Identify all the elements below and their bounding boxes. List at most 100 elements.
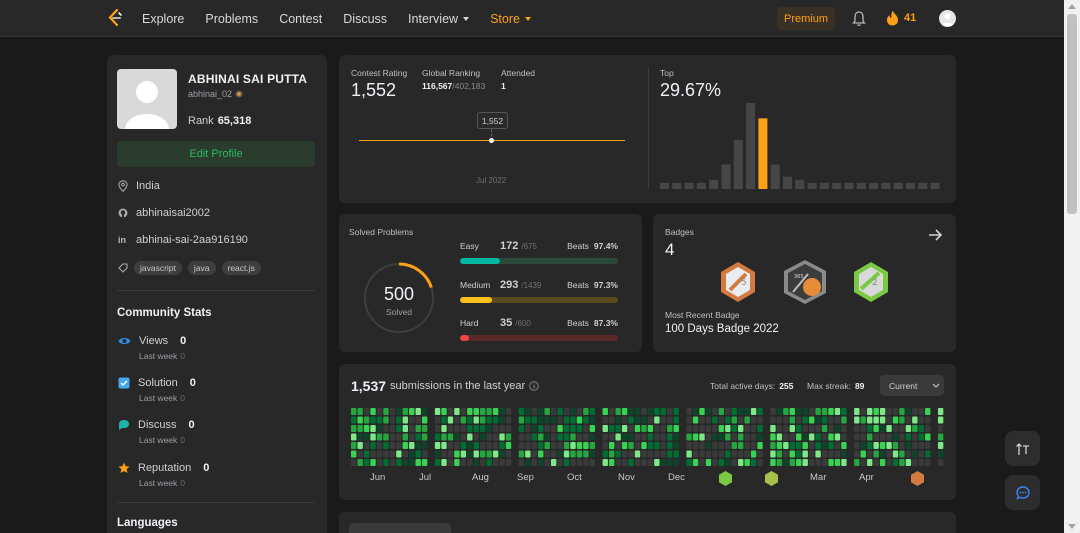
- heatmap-cell[interactable]: [828, 442, 834, 449]
- heatmap-cell[interactable]: [557, 408, 563, 415]
- heatmap-cell[interactable]: [525, 425, 531, 432]
- heatmap-cell[interactable]: [621, 450, 628, 458]
- heatmap-cell[interactable]: [873, 416, 879, 424]
- heatmap-cell[interactable]: [589, 450, 596, 458]
- heatmap-cell[interactable]: [486, 425, 492, 432]
- heatmap-cell[interactable]: [712, 459, 718, 466]
- heatmap-cell[interactable]: [615, 408, 621, 415]
- heatmap-cell[interactable]: [841, 416, 847, 424]
- heatmap-cell[interactable]: [841, 425, 847, 432]
- heatmap-cell[interactable]: [667, 425, 673, 432]
- heatmap-cell[interactable]: [486, 416, 492, 424]
- heatmap-cell[interactable]: [357, 442, 363, 449]
- heatmap-cell[interactable]: [467, 425, 473, 432]
- heatmap-cell[interactable]: [609, 425, 615, 432]
- heatmap-cell[interactable]: [796, 459, 802, 466]
- heatmap-cell[interactable]: [628, 425, 634, 432]
- heatmap-cell[interactable]: [531, 442, 537, 449]
- heatmap-cell[interactable]: [570, 459, 576, 466]
- heatmap-cell[interactable]: [860, 459, 866, 466]
- heatmap-cell[interactable]: [744, 433, 750, 441]
- heatmap-cell[interactable]: [447, 408, 454, 415]
- heatmap-cell[interactable]: [518, 442, 525, 449]
- heatmap-cell[interactable]: [434, 459, 441, 466]
- heatmap-cell[interactable]: [409, 416, 415, 424]
- heatmap-cell[interactable]: [925, 416, 931, 424]
- heatmap-cell[interactable]: [744, 442, 750, 449]
- heatmap-cell[interactable]: [589, 442, 596, 449]
- heatmap-cell[interactable]: [370, 433, 376, 441]
- heatmap-cell[interactable]: [609, 408, 615, 415]
- heatmap-cell[interactable]: [789, 450, 795, 458]
- heatmap-cell[interactable]: [770, 450, 776, 458]
- heatmap-cell[interactable]: [370, 416, 376, 424]
- heatmap-cell[interactable]: [421, 416, 428, 424]
- heatmap-cell[interactable]: [828, 408, 834, 415]
- heatmap-cell[interactable]: [473, 433, 479, 441]
- heatmap-cell[interactable]: [538, 425, 544, 432]
- heatmap-cell[interactable]: [937, 459, 944, 466]
- heatmap-cell[interactable]: [602, 425, 608, 432]
- heatmap-cell[interactable]: [383, 442, 389, 449]
- heatmap-cell[interactable]: [550, 425, 557, 432]
- badge-icon[interactable]: 2: [852, 261, 890, 303]
- heatmap-cell[interactable]: [912, 425, 918, 432]
- heatmap-cell[interactable]: [505, 442, 512, 449]
- nav-problems-link[interactable]: Problems: [205, 11, 259, 26]
- heatmap-cell[interactable]: [544, 425, 550, 432]
- translate-button[interactable]: [1005, 431, 1040, 466]
- heatmap-cell[interactable]: [641, 433, 647, 441]
- heatmap-cell[interactable]: [692, 408, 699, 415]
- heatmap-cell[interactable]: [602, 442, 608, 449]
- heatmap-cell[interactable]: [467, 416, 473, 424]
- heatmap-cell[interactable]: [867, 459, 873, 466]
- heatmap-cell[interactable]: [892, 450, 899, 458]
- heatmap-cell[interactable]: [867, 416, 873, 424]
- heatmap-cell[interactable]: [725, 408, 731, 415]
- heatmap-cell[interactable]: [899, 459, 905, 466]
- heatmap-cell[interactable]: [892, 416, 899, 424]
- heatmap-cell[interactable]: [376, 433, 383, 441]
- heatmap-cell[interactable]: [383, 450, 389, 458]
- heatmap-cell[interactable]: [621, 433, 628, 441]
- heatmap-cell[interactable]: [937, 450, 944, 458]
- heatmap-cell[interactable]: [692, 425, 699, 432]
- heatmap-cell[interactable]: [499, 433, 505, 441]
- heatmap-cell[interactable]: [409, 433, 415, 441]
- heatmap-cell[interactable]: [892, 433, 899, 441]
- heatmap-cell[interactable]: [925, 459, 931, 466]
- heatmap-cell[interactable]: [531, 433, 537, 441]
- heatmap-cell[interactable]: [609, 433, 615, 441]
- heatmap-cell[interactable]: [473, 442, 479, 449]
- heatmap-cell[interactable]: [383, 416, 389, 424]
- heatmap-cell[interactable]: [757, 442, 763, 449]
- heatmap-cell[interactable]: [634, 425, 641, 432]
- heatmap-cell[interactable]: [776, 408, 783, 415]
- heatmap-cell[interactable]: [641, 450, 647, 458]
- heatmap-cell[interactable]: [351, 450, 357, 458]
- heatmap-cell[interactable]: [686, 459, 692, 466]
- heatmap-cell[interactable]: [370, 408, 376, 415]
- heatmap-cell[interactable]: [589, 459, 596, 466]
- heatmap-cell[interactable]: [699, 450, 705, 458]
- heatmap-cell[interactable]: [621, 416, 628, 424]
- heatmap-cell[interactable]: [531, 416, 537, 424]
- heatmap-cell[interactable]: [357, 408, 363, 415]
- heatmap-cell[interactable]: [531, 450, 537, 458]
- heatmap-cell[interactable]: [363, 408, 370, 415]
- heatmap-cell[interactable]: [892, 408, 899, 415]
- heatmap-cell[interactable]: [402, 450, 408, 458]
- heatmap-cell[interactable]: [505, 416, 512, 424]
- heatmap-cell[interactable]: [899, 450, 905, 458]
- heatmap-cell[interactable]: [912, 433, 918, 441]
- heatmap-cell[interactable]: [699, 433, 705, 441]
- heatmap-cell[interactable]: [583, 433, 589, 441]
- heatmap-cell[interactable]: [667, 408, 673, 415]
- heatmap-cell[interactable]: [654, 442, 660, 449]
- heatmap-cell[interactable]: [357, 416, 363, 424]
- heatmap-cell[interactable]: [873, 425, 879, 432]
- heatmap-cell[interactable]: [363, 425, 370, 432]
- heatmap-cell[interactable]: [912, 459, 918, 466]
- scrollbar-thumb[interactable]: [1067, 14, 1077, 214]
- heatmap-cell[interactable]: [447, 442, 454, 449]
